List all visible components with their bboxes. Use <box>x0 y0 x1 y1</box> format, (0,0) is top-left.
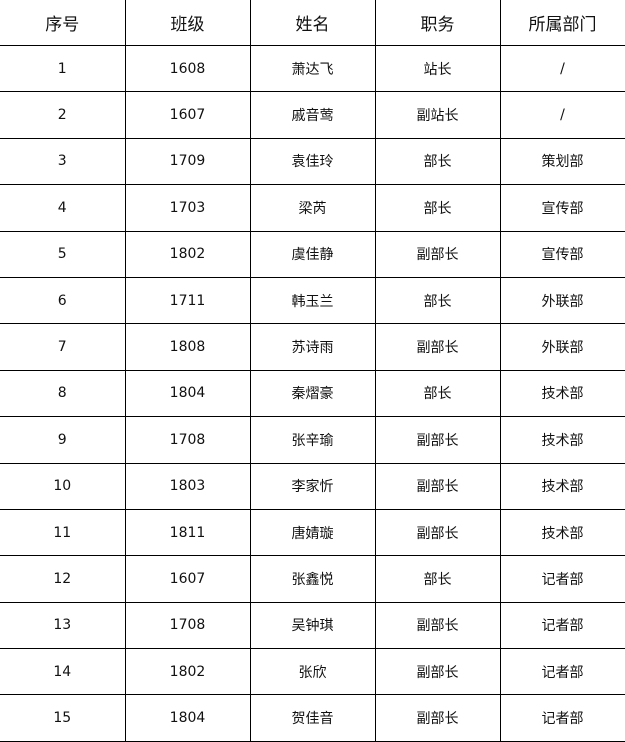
cell-name: 张辛瑜 <box>249 416 376 464</box>
cell-position: 副部长 <box>374 601 501 650</box>
cell-name: 李家忻 <box>249 462 376 510</box>
cell-class: 1708 <box>124 601 251 650</box>
cell-class: 1708 <box>124 416 251 464</box>
cell-name: 袁佳玲 <box>249 137 376 186</box>
cell-name: 戚音莺 <box>249 91 376 139</box>
cell-position: 部长 <box>374 184 501 232</box>
cell-index: 15 <box>0 694 126 742</box>
cell-class: 1803 <box>124 462 251 510</box>
header-department: 所属部门 <box>499 0 625 46</box>
table-row: 15 1804 贺佳音 副部长 记者部 <box>0 694 625 742</box>
table-row: 5 1802 虞佳静 副部长 宣传部 <box>0 230 625 278</box>
cell-position: 副站长 <box>374 91 501 139</box>
cell-department: 记者部 <box>499 694 625 742</box>
cell-index: 10 <box>0 462 126 510</box>
cell-department: 记者部 <box>499 555 625 603</box>
cell-name: 萧达飞 <box>249 44 376 93</box>
table-row: 2 1607 戚音莺 副站长 / <box>0 91 625 139</box>
cell-position: 副部长 <box>374 230 501 278</box>
table-row: 13 1708 吴钟琪 副部长 记者部 <box>0 601 625 650</box>
table-row: 3 1709 袁佳玲 部长 策划部 <box>0 137 625 186</box>
cell-index: 2 <box>0 91 126 139</box>
cell-class: 1804 <box>124 369 251 418</box>
cell-department: 技术部 <box>499 369 625 418</box>
cell-name: 吴钟琪 <box>249 601 376 650</box>
cell-department: 外联部 <box>499 276 625 325</box>
table-row: 4 1703 梁芮 部长 宣传部 <box>0 184 625 232</box>
cell-position: 部长 <box>374 369 501 418</box>
cell-position: 部长 <box>374 276 501 325</box>
header-name: 姓名 <box>249 0 376 46</box>
cell-index: 5 <box>0 230 126 278</box>
cell-position: 副部长 <box>374 323 501 371</box>
cell-name: 梁芮 <box>249 184 376 232</box>
cell-name: 张鑫悦 <box>249 555 376 603</box>
table-row: 12 1607 张鑫悦 部长 记者部 <box>0 555 625 603</box>
cell-name: 苏诗雨 <box>249 323 376 371</box>
cell-name: 张欣 <box>249 648 376 696</box>
table-row: 14 1802 张欣 副部长 记者部 <box>0 648 625 696</box>
cell-name: 贺佳音 <box>249 694 376 742</box>
cell-department: / <box>499 91 625 139</box>
cell-class: 1607 <box>124 91 251 139</box>
table-row: 7 1808 苏诗雨 副部长 外联部 <box>0 323 625 371</box>
cell-index: 6 <box>0 276 126 325</box>
cell-position: 部长 <box>374 555 501 603</box>
cell-index: 14 <box>0 648 126 696</box>
cell-position: 副部长 <box>374 462 501 510</box>
cell-position: 副部长 <box>374 508 501 557</box>
cell-class: 1703 <box>124 184 251 232</box>
cell-position: 站长 <box>374 44 501 93</box>
cell-department: 记者部 <box>499 648 625 696</box>
table-row: 10 1803 李家忻 副部长 技术部 <box>0 462 625 510</box>
cell-name: 秦熠豪 <box>249 369 376 418</box>
cell-name: 唐婧璇 <box>249 508 376 557</box>
cell-department: / <box>499 44 625 93</box>
cell-class: 1808 <box>124 323 251 371</box>
cell-class: 1804 <box>124 694 251 742</box>
cell-index: 8 <box>0 369 126 418</box>
table-row: 1 1608 萧达飞 站长 / <box>0 44 625 93</box>
cell-index: 13 <box>0 601 126 650</box>
cell-index: 3 <box>0 137 126 186</box>
cell-department: 技术部 <box>499 508 625 557</box>
cell-department: 策划部 <box>499 137 625 186</box>
header-row: 序号 班级 姓名 职务 所属部门 <box>0 0 625 46</box>
cell-department: 记者部 <box>499 601 625 650</box>
cell-department: 外联部 <box>499 323 625 371</box>
cell-class: 1811 <box>124 508 251 557</box>
cell-position: 部长 <box>374 137 501 186</box>
cell-index: 12 <box>0 555 126 603</box>
cell-class: 1802 <box>124 648 251 696</box>
cell-position: 副部长 <box>374 648 501 696</box>
cell-index: 9 <box>0 416 126 464</box>
cell-class: 1608 <box>124 44 251 93</box>
cell-index: 1 <box>0 44 126 93</box>
cell-index: 4 <box>0 184 126 232</box>
cell-name: 虞佳静 <box>249 230 376 278</box>
table-row: 6 1711 韩玉兰 部长 外联部 <box>0 276 625 325</box>
cell-name: 韩玉兰 <box>249 276 376 325</box>
cell-position: 副部长 <box>374 694 501 742</box>
header-index: 序号 <box>0 0 126 46</box>
cell-department: 宣传部 <box>499 230 625 278</box>
cell-class: 1711 <box>124 276 251 325</box>
cell-class: 1709 <box>124 137 251 186</box>
table-row: 9 1708 张辛瑜 副部长 技术部 <box>0 416 625 464</box>
table-row: 8 1804 秦熠豪 部长 技术部 <box>0 369 625 418</box>
cell-index: 7 <box>0 323 126 371</box>
cell-index: 11 <box>0 508 126 557</box>
header-position: 职务 <box>374 0 501 46</box>
cell-department: 宣传部 <box>499 184 625 232</box>
cell-class: 1802 <box>124 230 251 278</box>
cell-class: 1607 <box>124 555 251 603</box>
header-class: 班级 <box>124 0 251 46</box>
table-row: 11 1811 唐婧璇 副部长 技术部 <box>0 508 625 557</box>
cell-position: 副部长 <box>374 416 501 464</box>
cell-department: 技术部 <box>499 462 625 510</box>
cell-department: 技术部 <box>499 416 625 464</box>
